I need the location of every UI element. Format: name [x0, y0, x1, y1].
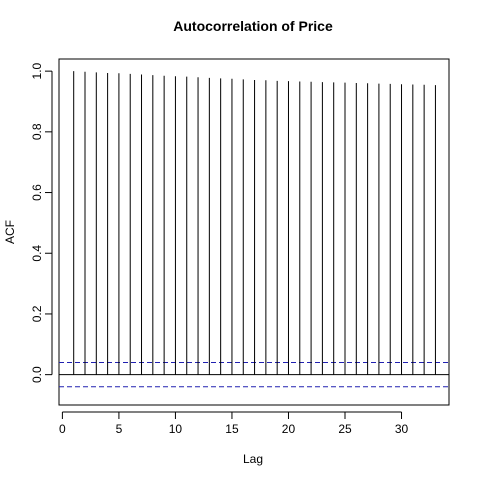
x-tick-label: 15	[225, 422, 239, 436]
y-tick-label: 0.0	[30, 366, 44, 383]
y-axis-label: ACF	[3, 220, 17, 244]
chart-title: Autocorrelation of Price	[173, 18, 333, 34]
x-axis-label: Lag	[243, 452, 263, 466]
acf-bars	[73, 71, 436, 375]
x-tick-label: 20	[282, 422, 296, 436]
y-tick-label: 0.6	[30, 184, 44, 201]
plot-frame	[58, 58, 450, 406]
y-tick-label: 1.0	[30, 62, 44, 79]
x-tick-label: 10	[169, 422, 183, 436]
y-tick-label: 0.8	[30, 123, 44, 140]
x-tick-label: 0	[59, 422, 66, 436]
confidence-bounds	[59, 362, 449, 388]
x-tick-label: 5	[116, 422, 123, 436]
x-tick-label: 25	[338, 422, 352, 436]
y-axis: 0.0 0.2 0.4 0.6 0.8 1.0	[30, 62, 53, 383]
x-axis: 0 5 10 15 20 25 30	[59, 411, 409, 436]
y-tick-label: 0.4	[30, 245, 44, 262]
x-tick-label: 30	[395, 422, 409, 436]
y-tick-label: 0.2	[30, 305, 44, 322]
